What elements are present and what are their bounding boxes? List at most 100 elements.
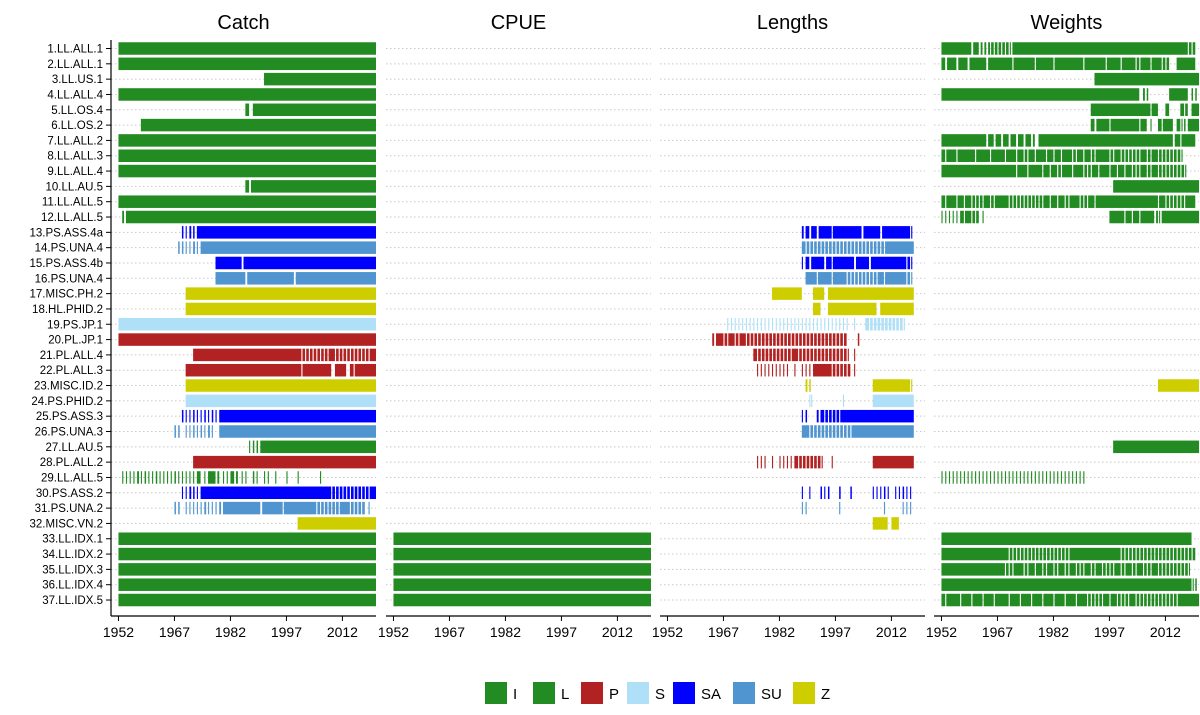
data-bar xyxy=(193,409,195,423)
panel-title: Weights xyxy=(1031,12,1103,34)
data-bar xyxy=(1042,471,1044,484)
data-bar xyxy=(369,348,376,362)
data-bar xyxy=(1084,164,1088,178)
data-bar xyxy=(809,394,811,408)
data-bar xyxy=(855,272,858,285)
data-bar xyxy=(881,241,884,254)
data-bar xyxy=(836,241,840,254)
data-bar xyxy=(1088,164,1091,178)
data-bar xyxy=(831,455,833,469)
data-bar xyxy=(941,563,1005,576)
data-bar xyxy=(964,195,972,208)
x-tick-label: 2012 xyxy=(1150,624,1181,640)
data-bar xyxy=(1151,593,1155,607)
data-bar xyxy=(125,471,128,484)
data-bar xyxy=(810,425,814,438)
row-label: 36.LL.IDX.4 xyxy=(42,580,103,592)
data-bar xyxy=(984,42,987,55)
data-bar xyxy=(118,563,377,576)
data-bar xyxy=(1159,210,1161,224)
data-bar xyxy=(1006,563,1009,576)
data-bar xyxy=(910,501,912,515)
data-bar xyxy=(779,318,781,331)
data-bar xyxy=(1106,57,1121,71)
data-bar xyxy=(971,471,973,484)
data-bar xyxy=(829,348,832,362)
data-bar xyxy=(771,455,774,469)
data-bar xyxy=(801,363,803,377)
data-bar xyxy=(806,241,810,254)
data-bar xyxy=(1047,547,1050,561)
data-bar xyxy=(749,318,751,331)
x-tick-label: 1982 xyxy=(764,624,795,640)
data-bar xyxy=(204,501,207,515)
data-bar xyxy=(956,471,958,484)
data-bar xyxy=(842,318,845,331)
data-bar xyxy=(761,333,765,346)
data-bar xyxy=(771,363,774,377)
data-bar xyxy=(1099,593,1102,607)
data-bar xyxy=(863,226,881,239)
data-bar xyxy=(350,501,354,515)
data-bar xyxy=(799,455,802,469)
data-bar xyxy=(1140,210,1155,224)
data-bar xyxy=(973,42,979,55)
data-bar xyxy=(758,333,761,346)
data-bar xyxy=(827,287,914,300)
data-bar xyxy=(876,486,878,500)
data-bar xyxy=(1159,149,1162,162)
data-bar xyxy=(252,103,376,117)
data-bar xyxy=(802,333,806,346)
data-bar xyxy=(309,348,313,362)
data-bar xyxy=(1080,563,1084,576)
data-bar xyxy=(753,348,758,362)
data-bar xyxy=(844,425,847,438)
data-bar xyxy=(144,471,147,484)
data-bar xyxy=(829,409,832,423)
data-bar xyxy=(994,195,1009,208)
data-bar xyxy=(832,409,836,423)
data-bar xyxy=(1013,563,1024,576)
data-bar xyxy=(1054,149,1061,162)
data-bar xyxy=(832,272,847,285)
data-bar xyxy=(236,471,238,484)
data-bar xyxy=(1012,471,1014,484)
data-bar xyxy=(1177,195,1181,208)
data-bar xyxy=(193,241,195,254)
data-bar xyxy=(317,501,321,515)
data-bar xyxy=(1028,149,1035,162)
legend-swatch xyxy=(485,682,507,704)
data-bar xyxy=(840,348,843,362)
data-bar xyxy=(1084,563,1091,576)
data-bar xyxy=(809,318,811,331)
data-bar xyxy=(941,547,1009,561)
data-bar xyxy=(952,471,954,484)
data-bar xyxy=(211,409,214,423)
data-bar xyxy=(1129,593,1136,607)
data-bar xyxy=(350,348,354,362)
data-bar xyxy=(200,425,203,438)
data-bar xyxy=(768,318,770,331)
data-bar xyxy=(817,425,821,438)
data-bar xyxy=(1125,563,1132,576)
panel-title: CPUE xyxy=(491,12,547,34)
data-bar xyxy=(1166,547,1170,561)
data-bar xyxy=(842,394,845,408)
data-bar xyxy=(982,210,984,224)
data-bar xyxy=(1065,195,1069,208)
data-bar xyxy=(295,272,376,285)
data-bar xyxy=(814,348,817,362)
data-bar xyxy=(941,593,946,607)
data-bar xyxy=(185,425,187,438)
data-bar xyxy=(794,363,796,377)
data-bar xyxy=(1024,547,1028,561)
data-bar xyxy=(1032,134,1035,147)
data-bar xyxy=(829,241,832,254)
data-bar xyxy=(945,210,947,224)
data-bar xyxy=(1076,593,1088,607)
data-bar xyxy=(393,547,651,561)
data-bar xyxy=(960,471,962,484)
data-bar xyxy=(827,318,830,331)
data-bar xyxy=(941,88,1140,101)
data-bar xyxy=(185,241,187,254)
